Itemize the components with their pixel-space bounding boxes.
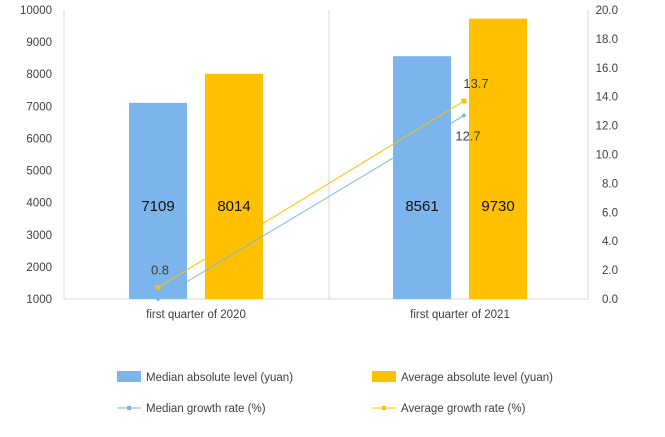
right-tick-label: 10.0	[596, 150, 618, 162]
left-tick-label: 5000	[26, 166, 52, 178]
bar-data-label: 9730	[481, 198, 514, 215]
left-tick-label: 2000	[26, 262, 52, 274]
right-tick-label: 8.0	[602, 178, 618, 190]
left-tick-label: 4000	[26, 198, 52, 210]
legend-swatch-median-absolute	[117, 371, 141, 382]
legend-label: Average growth rate (%)	[401, 403, 526, 415]
category-label: first quarter of 2021	[410, 309, 510, 321]
legend-swatch-average-absolute	[372, 371, 396, 382]
legend-label: Median growth rate (%)	[146, 403, 266, 415]
bar	[205, 73, 263, 299]
right-tick-label: 6.0	[602, 207, 618, 219]
right-tick-label: 12.0	[596, 121, 618, 133]
bar-data-label: 8014	[217, 198, 250, 215]
right-tick-label: 18.0	[596, 34, 618, 46]
line-series: 12.7 0.8 13.7	[151, 76, 489, 302]
left-tick-label: 10000	[20, 5, 52, 17]
right-tick-label: 0.0	[602, 294, 618, 306]
point-data-label: 12.7	[455, 128, 480, 143]
bar-series: 7109 8561 8014 9730	[129, 18, 527, 300]
right-tick-label: 14.0	[596, 92, 618, 104]
left-tick-label: 9000	[26, 37, 52, 49]
legend-label: Median absolute level (yuan)	[146, 372, 293, 384]
bar-data-label: 8561	[405, 198, 438, 215]
legend: Median absolute level (yuan) Average abs…	[117, 371, 553, 415]
left-tick-label: 1000	[26, 294, 52, 306]
left-tick-label: 8000	[26, 69, 52, 81]
right-tick-label: 20.0	[596, 5, 618, 17]
left-tick-label: 3000	[26, 230, 52, 242]
point-data-label: 13.7	[463, 76, 488, 91]
line-point	[155, 296, 161, 302]
bar-data-label: 7109	[141, 198, 174, 215]
bar	[393, 56, 451, 300]
left-tick-label: 6000	[26, 133, 52, 145]
line-point	[461, 112, 467, 118]
bar	[129, 102, 187, 299]
legend-label: Average absolute level (yuan)	[401, 372, 553, 384]
bar	[469, 18, 527, 299]
line-point	[155, 284, 161, 290]
point-data-label: 0.8	[151, 262, 169, 277]
left-y-axis: 1000 2000 3000 4000 5000 6000 7000 8000 9000 1000…	[20, 5, 52, 306]
series-line	[157, 115, 465, 300]
right-tick-label: 2.0	[602, 265, 618, 277]
legend-marker-average-growth	[382, 406, 386, 410]
category-label: first quarter of 2020	[146, 309, 246, 321]
series-line	[157, 100, 465, 288]
right-tick-label: 4.0	[602, 236, 618, 248]
right-y-axis: 0.0 2.0 4.0 6.0 8.0 10.0 12.0 14.0 16.0 18.0 20.0	[596, 5, 618, 306]
line-point	[461, 98, 467, 104]
left-tick-label: 7000	[26, 101, 52, 113]
right-tick-label: 16.0	[596, 63, 618, 75]
category-axis: first quarter of 2020 first quarter of 2…	[146, 309, 510, 321]
legend-marker-median-growth	[127, 406, 131, 410]
